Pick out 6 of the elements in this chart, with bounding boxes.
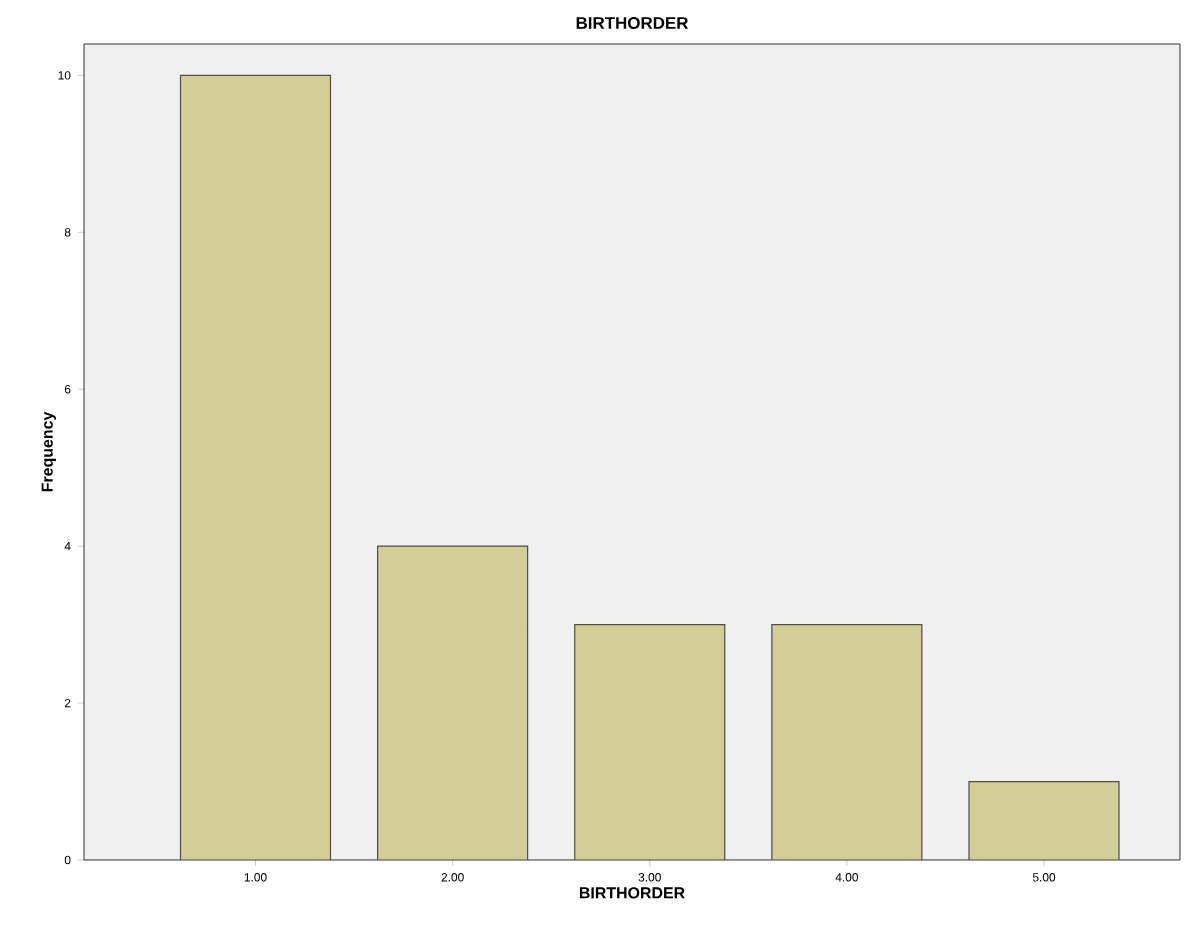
bar [179,74,332,860]
bar [377,546,528,860]
bar [574,624,726,860]
chart-title: BIRTHORDER [576,17,689,29]
bar [968,780,1120,860]
bar [771,624,923,860]
